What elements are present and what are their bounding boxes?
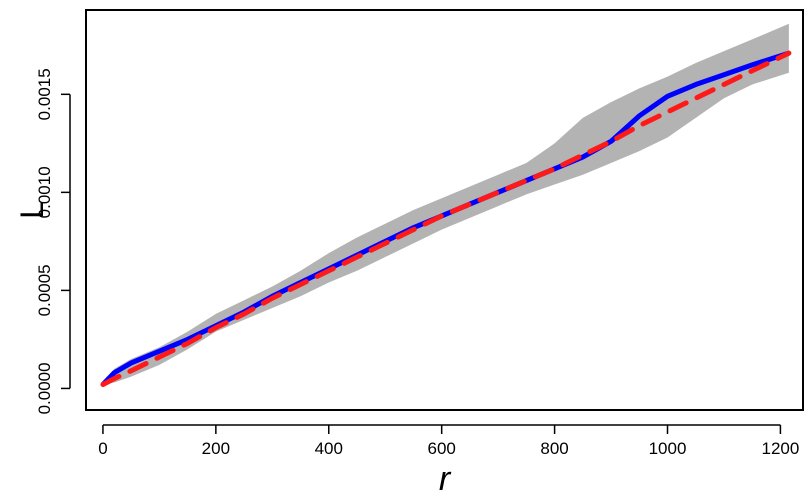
x-tick-label: 600 xyxy=(427,439,455,458)
y-axis: 0.0000 0.0005 0.0010 0.0015 xyxy=(35,68,71,414)
y-tick-label: 0.0015 xyxy=(35,68,54,120)
x-tick-label: 0 xyxy=(98,439,107,458)
x-tick-label: 1000 xyxy=(649,439,687,458)
series-line-dashed xyxy=(100,50,792,388)
x-tick-label: 400 xyxy=(315,439,343,458)
series-layer xyxy=(100,50,792,388)
x-tick-label: 800 xyxy=(540,439,568,458)
x-tick-label: 1200 xyxy=(762,439,800,458)
x-axis-title: r xyxy=(439,460,452,498)
x-axis: 0 200 400 600 800 1000 1200 xyxy=(98,424,800,458)
y-tick-label: 0.0010 xyxy=(35,166,54,218)
y-tick-label: 0.0005 xyxy=(35,264,54,316)
x-tick-label: 200 xyxy=(202,439,230,458)
plot-frame xyxy=(85,9,804,411)
y-tick-label: 0.0000 xyxy=(35,362,54,414)
y-axis-title: L xyxy=(14,201,50,219)
